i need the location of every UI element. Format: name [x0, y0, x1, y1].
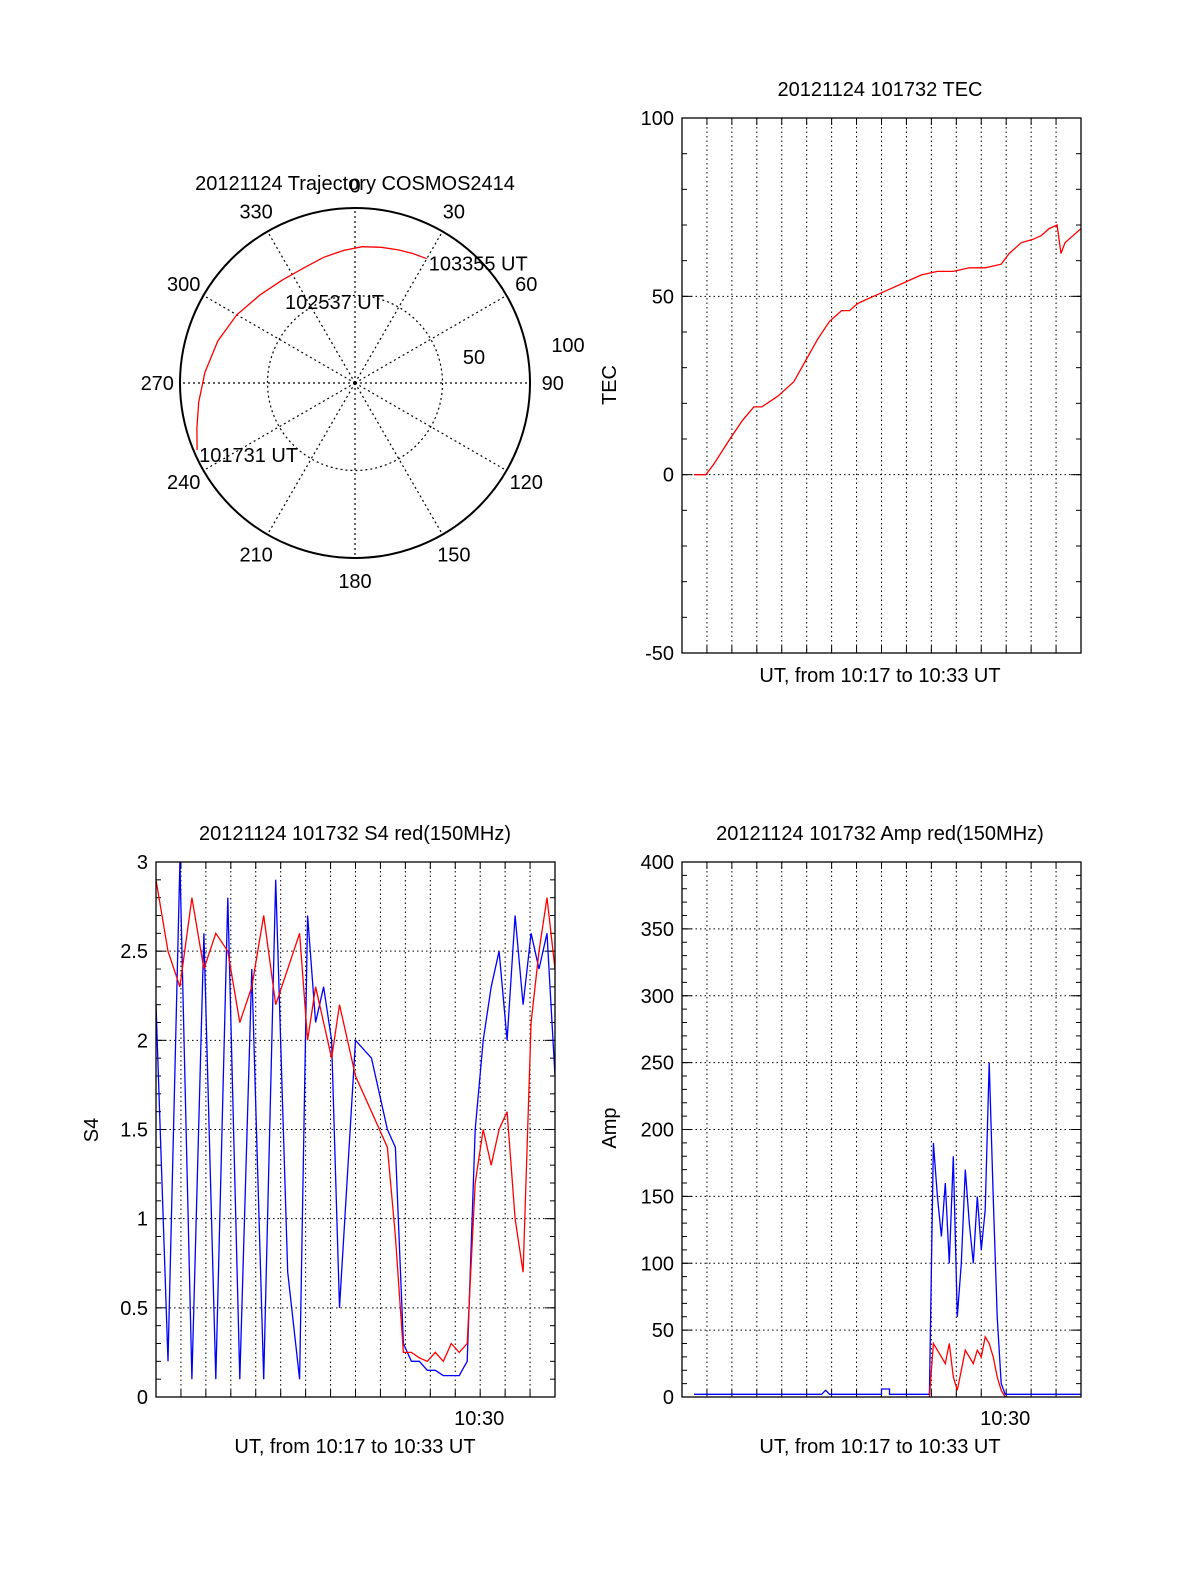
polar-angle-label: 0 — [349, 175, 360, 197]
polar-angle-label: 300 — [167, 274, 200, 296]
polar-angle-label: 90 — [542, 373, 564, 395]
amp-ytick-label: 250 — [641, 1053, 674, 1075]
tec-ytick-label: 0 — [663, 465, 674, 487]
polar-series — [196, 246, 428, 451]
tec-chart: 20121124 101732 TEC UT, from 10:17 to 10… — [599, 79, 1082, 687]
s4-chart: 20121124 101732 S4 red(150MHz) UT, from … — [81, 823, 556, 1458]
amp-series-1-line — [928, 1335, 1006, 1397]
polar-time-annotation: 103355 UT — [429, 254, 528, 276]
s4-ylabel: S4 — [81, 1118, 103, 1142]
amp-ytick-label: 400 — [641, 852, 674, 874]
polar-inner-circle — [266, 294, 444, 472]
s4-ytick-label: 1.5 — [120, 1120, 148, 1142]
s4-ytick-label: 2 — [137, 1030, 148, 1052]
polar-spoke — [203, 382, 356, 472]
polar-spoke — [266, 231, 356, 384]
tec-title: 20121124 101732 TEC — [778, 79, 983, 101]
tec-xlabel: UT, from 10:17 to 10:33 UT — [759, 665, 1000, 687]
polar-spoke — [266, 382, 356, 535]
s4-ytick-label: 3 — [137, 852, 148, 874]
polar-angle-label: 60 — [515, 274, 537, 296]
polar-title: 20121124 Trajectory COSMOS2414 — [195, 173, 515, 195]
amp-ytick-label: 150 — [641, 1186, 674, 1208]
polar-spoke — [354, 294, 507, 384]
amp-plot-frame — [681, 861, 1082, 1398]
polar-trajectory-chart: 20121124 Trajectory COSMOS2414 0 30 60 90 12… — [141, 173, 585, 593]
polar-radius-label: 50 — [463, 347, 485, 369]
amp-title: 20121124 101732 Amp red(150MHz) — [716, 823, 1044, 845]
polar-spoke — [354, 382, 444, 535]
amp-ytick-label: 100 — [641, 1253, 674, 1275]
s4-ytick-label: 2.5 — [120, 941, 148, 963]
polar-angle-label: 240 — [167, 472, 200, 494]
s4-title: 20121124 101732 S4 red(150MHz) — [199, 823, 511, 845]
s4-xtick-label: 10:30 — [454, 1408, 504, 1430]
amp-chart: 20121124 101732 Amp red(150MHz) UT, from… — [599, 823, 1082, 1458]
amp-ylabel: Amp — [599, 1107, 621, 1148]
polar-angle-label: 210 — [239, 544, 272, 566]
amp-xlabel: UT, from 10:17 to 10:33 UT — [759, 1436, 1000, 1458]
s4-plot-frame — [155, 861, 556, 1398]
s4-series-0-line — [156, 862, 555, 1380]
amp-ytick-label: 200 — [641, 1120, 674, 1142]
polar-time-annotation: 102537 UT — [285, 292, 384, 314]
polar-angle-label: 120 — [510, 472, 543, 494]
polar-angle-label: 150 — [437, 544, 470, 566]
polar-outer-circle — [179, 207, 531, 559]
s4-ytick-label: 0.5 — [120, 1298, 148, 1320]
tec-plot-frame — [681, 117, 1082, 654]
polar-time-annotation: 101731 UT — [199, 445, 298, 467]
polar-grid — [179, 207, 531, 559]
amp-ytick-label: 300 — [641, 986, 674, 1008]
amp-xtick-label: 10:30 — [980, 1408, 1030, 1430]
s4-ytick-label: 0 — [137, 1387, 148, 1409]
tec-ytick-label: 50 — [652, 286, 674, 308]
tec-series-0-line — [694, 224, 1081, 476]
amp-ytick-label: 50 — [652, 1320, 674, 1342]
polar-angle-label: 330 — [239, 202, 272, 224]
polar-spoke — [354, 382, 507, 472]
polar-angle-label: 30 — [443, 202, 465, 224]
amp-ytick-label: 350 — [641, 919, 674, 941]
amp-series-0-line — [694, 1062, 1081, 1395]
tec-ytick-label: 100 — [641, 108, 674, 130]
polar-spoke — [354, 231, 444, 384]
amp-ytick-label: 0 — [663, 1387, 674, 1409]
tec-ytick-label: -50 — [645, 643, 674, 665]
polar-angle-label: 180 — [338, 571, 371, 593]
polar-radius-label: 100 — [551, 335, 584, 357]
polar-spoke — [203, 294, 356, 384]
s4-xlabel: UT, from 10:17 to 10:33 UT — [234, 1436, 475, 1458]
s4-ytick-label: 1 — [137, 1209, 148, 1231]
polar-labels: 0 30 60 90 120 150 180 210 240 270 300 330 50 100 1017… — [141, 175, 585, 593]
s4-series-1-line — [156, 879, 555, 1363]
polar-angle-label: 270 — [141, 373, 174, 395]
tec-ylabel: TEC — [599, 365, 621, 405]
polar-trajectory-line — [196, 246, 428, 451]
